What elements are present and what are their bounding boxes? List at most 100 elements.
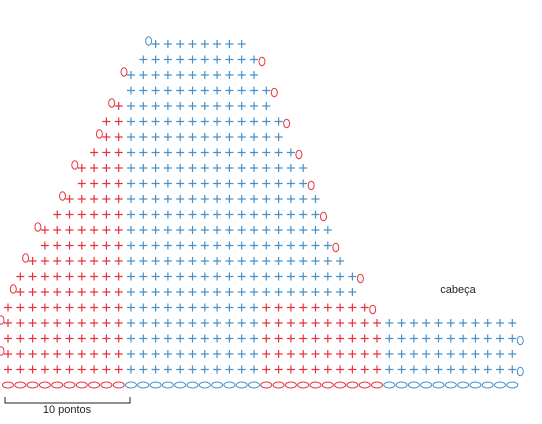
chain-stitch [407, 381, 420, 389]
single-crochet [114, 365, 123, 374]
single-crochet [250, 133, 258, 141]
single-crochet [176, 86, 185, 95]
single-crochet [151, 272, 160, 281]
turning-chain [145, 36, 153, 46]
single-crochet [213, 117, 222, 126]
chain-stitch [284, 381, 297, 389]
single-crochet [286, 288, 295, 296]
single-crochet [139, 195, 148, 203]
single-crochet [90, 226, 99, 234]
single-crochet [225, 288, 234, 296]
single-crochet [16, 350, 25, 358]
single-crochet [483, 319, 492, 327]
single-crochet [90, 164, 99, 172]
single-crochet [176, 71, 185, 79]
single-crochet [213, 102, 222, 110]
single-crochet [151, 241, 160, 250]
chain-stitch [38, 381, 51, 389]
single-crochet [225, 164, 234, 172]
single-crochet [311, 272, 320, 281]
single-crochet [508, 334, 517, 343]
single-crochet [200, 71, 209, 79]
single-crochet [225, 179, 234, 188]
single-crochet [77, 272, 86, 281]
single-crochet [139, 334, 148, 343]
single-crochet [28, 288, 37, 296]
single-crochet [348, 365, 357, 374]
chain-stitch [112, 381, 125, 389]
turning-chain [320, 211, 327, 222]
single-crochet [127, 179, 135, 188]
single-crochet [237, 288, 246, 296]
single-crochet [40, 257, 49, 265]
single-crochet [65, 210, 74, 219]
chain-stitch [469, 381, 482, 389]
single-crochet [225, 257, 234, 265]
single-crochet [188, 102, 197, 110]
single-crochet [373, 319, 381, 327]
single-crochet [311, 241, 320, 250]
single-crochet [200, 241, 209, 250]
single-crochet [176, 334, 185, 343]
single-crochet [336, 350, 345, 358]
single-crochet [250, 272, 258, 281]
turning-chain [270, 87, 278, 98]
single-crochet [90, 272, 99, 281]
single-crochet [176, 288, 185, 296]
single-crochet [434, 334, 443, 343]
single-crochet [225, 334, 234, 343]
single-crochet [213, 55, 222, 64]
single-crochet [139, 148, 148, 157]
single-crochet [397, 365, 406, 374]
single-crochet [286, 350, 295, 358]
single-crochet [262, 241, 271, 250]
single-crochet [323, 350, 332, 358]
single-crochet [225, 102, 234, 110]
single-crochet [237, 226, 246, 234]
single-crochet [508, 365, 517, 374]
single-crochet [139, 86, 148, 95]
chain-stitch [149, 381, 162, 389]
single-crochet [151, 319, 160, 327]
chain-stitch [383, 381, 396, 389]
single-crochet [77, 334, 86, 343]
single-crochet [262, 288, 271, 296]
single-crochet [483, 350, 492, 358]
single-crochet [114, 164, 123, 172]
single-crochet [188, 179, 197, 188]
chain-stitch [63, 381, 76, 389]
chain-stitch [395, 381, 408, 389]
single-crochet [163, 257, 172, 265]
single-crochet [250, 117, 258, 126]
single-crochet [508, 319, 517, 327]
single-crochet [188, 195, 197, 203]
single-crochet [139, 241, 148, 250]
single-crochet [139, 71, 148, 79]
single-crochet [200, 226, 209, 234]
single-crochet [250, 365, 258, 374]
turning-chain [332, 242, 340, 253]
single-crochet [422, 350, 431, 358]
single-crochet [114, 133, 123, 141]
single-crochet [274, 303, 283, 312]
single-crochet [213, 179, 222, 188]
single-crochet [102, 117, 111, 126]
single-crochet [225, 195, 234, 203]
single-crochet [114, 179, 123, 188]
single-crochet [151, 86, 160, 95]
single-crochet [127, 319, 135, 327]
single-crochet [237, 334, 246, 343]
single-crochet [286, 257, 295, 265]
single-crochet [336, 319, 345, 327]
single-crochet [299, 365, 308, 374]
single-crochet [237, 350, 246, 358]
chain-stitch [198, 381, 211, 389]
single-crochet [90, 195, 99, 203]
single-crochet [53, 272, 62, 281]
single-crochet [336, 288, 345, 296]
single-crochet [323, 257, 332, 265]
single-crochet [151, 350, 160, 358]
single-crochet [200, 272, 209, 281]
chain-stitch [272, 381, 285, 389]
chain-stitch [481, 381, 494, 389]
